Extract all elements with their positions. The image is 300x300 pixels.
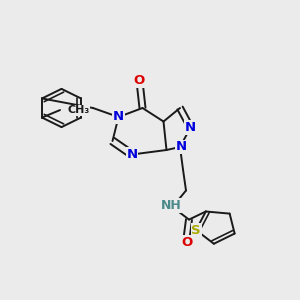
Text: O: O xyxy=(134,74,145,88)
Text: NH: NH xyxy=(160,199,182,212)
Text: N: N xyxy=(126,148,138,161)
Text: N: N xyxy=(113,110,124,124)
Text: CH₃: CH₃ xyxy=(68,105,90,115)
Text: N: N xyxy=(185,121,196,134)
Text: O: O xyxy=(182,236,193,249)
Text: S: S xyxy=(191,224,201,237)
Text: N: N xyxy=(176,140,187,154)
